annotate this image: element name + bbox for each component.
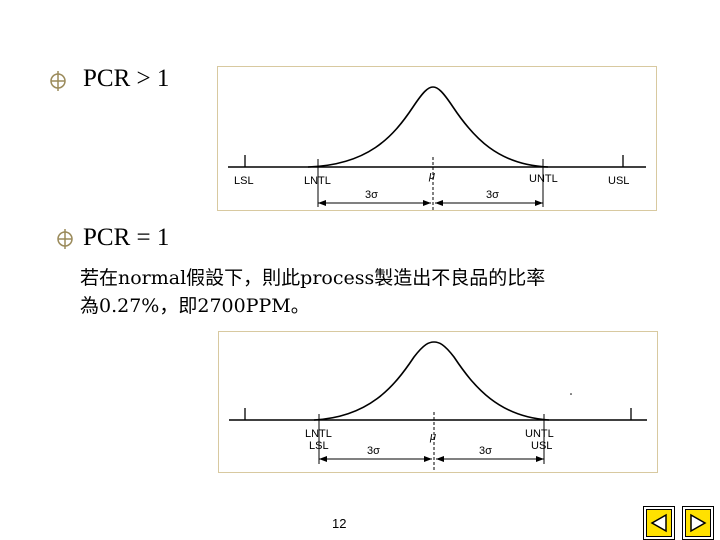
bullet-icon: [57, 229, 73, 249]
normal-curve: [313, 341, 550, 421]
figure-2-svg: LNTL LSL μ UNTL USL 3σ 3σ: [229, 341, 647, 470]
page-number: 12: [332, 516, 347, 531]
heading-pcr-equal: PCR = 1: [83, 224, 170, 251]
normal-curve-figure-1: LSL LNTL μ UNTL USL 3σ 3σ: [217, 66, 657, 211]
lntl-label: LNTL: [304, 175, 331, 187]
mu-label: μ: [429, 431, 436, 443]
untl-label: UNTL: [529, 173, 558, 185]
left-sigma-label: 3σ: [367, 445, 380, 457]
right-sigma-label: 3σ: [486, 189, 499, 201]
left-sigma-label: 3σ: [365, 189, 378, 201]
paragraph-line-1: 若在normal假設下，則此process製造出不良品的比率: [80, 267, 546, 289]
triangle-right-icon: [690, 513, 707, 533]
figure-1-svg: LSL LNTL μ UNTL USL 3σ 3σ: [228, 86, 646, 210]
next-slide-button[interactable]: [682, 506, 714, 540]
previous-slide-button[interactable]: [643, 506, 675, 540]
usl-label: USL: [531, 440, 552, 452]
paragraph-line-2: 為0.27%，即2700PPM。: [80, 295, 310, 317]
untl-label: UNTL: [525, 428, 554, 440]
heading-pcr-greater: PCR > 1: [83, 65, 170, 92]
lntl-label: LNTL: [305, 428, 332, 440]
lsl-label: LSL: [309, 440, 329, 452]
normal-curve-figure-2: LNTL LSL μ UNTL USL 3σ 3σ: [218, 331, 658, 473]
mu-label: μ: [428, 170, 435, 182]
bullet-icon: [50, 71, 66, 91]
lsl-label: LSL: [234, 175, 254, 187]
usl-label: USL: [608, 175, 629, 187]
normal-curve: [307, 86, 549, 168]
right-sigma-label: 3σ: [479, 445, 492, 457]
triangle-left-icon: [650, 513, 667, 533]
